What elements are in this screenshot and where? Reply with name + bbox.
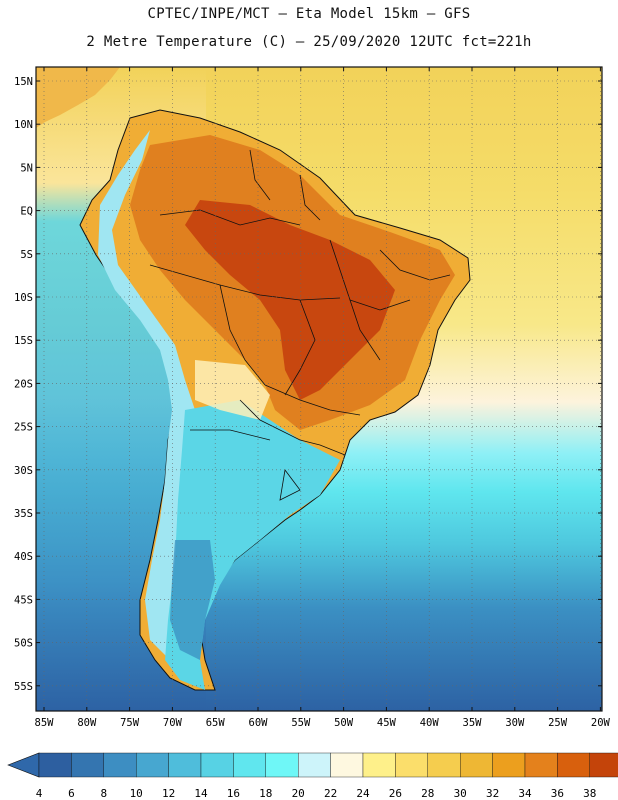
lat-label: 5S <box>20 249 33 261</box>
colorbar-label: 30 <box>454 787 467 800</box>
colorbar-swatch <box>233 752 266 778</box>
colorbar-label: 24 <box>356 787 370 800</box>
lat-label: 35S <box>14 508 33 520</box>
lat-label: 15N <box>14 76 33 88</box>
lon-label: 30W <box>505 717 525 729</box>
lon-label: 25W <box>548 717 568 729</box>
lon-label: 40W <box>420 717 440 729</box>
lat-label: 5N <box>20 162 33 174</box>
colorbar-label: 20 <box>292 787 305 800</box>
lat-label: 40S <box>14 551 33 563</box>
colorbar-label: 34 <box>518 787 532 800</box>
hot-core-region <box>185 200 395 400</box>
lat-label: 15S <box>14 335 33 347</box>
colorbar-label: 26 <box>389 787 402 800</box>
lon-label: 70W <box>163 717 183 729</box>
colorbar-swatch <box>362 752 396 778</box>
map-frame <box>35 66 603 712</box>
colorbar-swatch <box>265 752 299 778</box>
lon-label: 35W <box>463 717 483 729</box>
colorbar-label: 12 <box>162 787 175 800</box>
patagonia-cold <box>170 540 215 660</box>
colorbar-swatch <box>38 752 72 778</box>
colorbar-label: 14 <box>194 787 208 800</box>
chart-title-line1: CPTEC/INPE/MCT – Eta Model 15km – GFS <box>147 6 471 22</box>
graticule <box>36 67 602 711</box>
colorbar-label: 6 <box>68 787 75 800</box>
colorbar-label: 36 <box>551 787 564 800</box>
colorbar-swatch <box>298 752 331 778</box>
central-america <box>36 67 120 128</box>
colorbar-label: 8 <box>100 787 107 800</box>
southern-cone-cool <box>165 400 340 690</box>
colorbar-swatch <box>168 752 202 778</box>
colorbar-swatch <box>330 752 364 778</box>
colorbar-label: 16 <box>227 787 240 800</box>
colorbar-swatch <box>395 752 428 778</box>
lat-label: 50S <box>14 638 33 650</box>
lon-label: 20W <box>591 717 611 729</box>
colorbar: 4 6 8 10 12 14 16 18 20 22 24 26 28 30 32 34 36 38 <box>7 752 618 800</box>
lat-label: 30S <box>14 465 33 477</box>
colorbar-swatch <box>200 752 234 778</box>
colorbar-swatch <box>103 752 137 778</box>
colorbar-label: 4 <box>36 787 43 800</box>
lat-label: 25S <box>14 422 33 434</box>
colorbar-swatch <box>135 752 169 778</box>
colorbar-label: 10 <box>130 787 143 800</box>
colorbar-label: 18 <box>259 787 272 800</box>
lon-label: 75W <box>120 717 140 729</box>
longitude-axis: 85W 80W 75W 70W 65W 60W 55W 50W 45W 40W 35W 30W 25W 2… <box>35 67 611 729</box>
lon-label: 50W <box>334 717 354 729</box>
chart-title-line2: 2 Metre Temperature (C) – 25/09/2020 12U… <box>86 34 532 50</box>
colorbar-label: 28 <box>421 787 434 800</box>
colorbar-swatch <box>524 752 558 778</box>
lon-label: 55W <box>291 717 311 729</box>
colorbar-swatch <box>427 752 461 778</box>
colorbar-swatch <box>460 752 493 778</box>
colorbar-swatch <box>71 752 105 778</box>
lon-label: 80W <box>77 717 97 729</box>
lat-label: 45S <box>14 594 33 606</box>
colorbar-swatch <box>589 752 618 778</box>
lat-label: 20S <box>14 378 33 390</box>
lon-label: 60W <box>249 717 269 729</box>
colorbar-label: 22 <box>324 787 337 800</box>
colorbar-label: 38 <box>583 787 596 800</box>
pale-transition-band <box>195 360 270 420</box>
lat-label: EQ <box>20 206 33 218</box>
lat-label: 55S <box>14 681 33 693</box>
lat-label: 10S <box>14 292 33 304</box>
country-borders <box>149 149 451 501</box>
colorbar-swatch <box>557 752 591 778</box>
lon-label: 85W <box>35 717 55 729</box>
colorbar-left-arrow <box>7 752 40 778</box>
colorbar-label: 32 <box>486 787 499 800</box>
lon-label: 45W <box>377 717 397 729</box>
colorbar-swatch <box>492 752 526 778</box>
lat-label: 10N <box>14 119 33 131</box>
andes-cold-strip <box>98 130 195 660</box>
latitude-axis: 15N 10N 5N EQ 5S 10S 15S 20S 25S 30S 35S 40S 45S 50S 5… <box>14 76 602 693</box>
lon-label: 65W <box>206 717 226 729</box>
